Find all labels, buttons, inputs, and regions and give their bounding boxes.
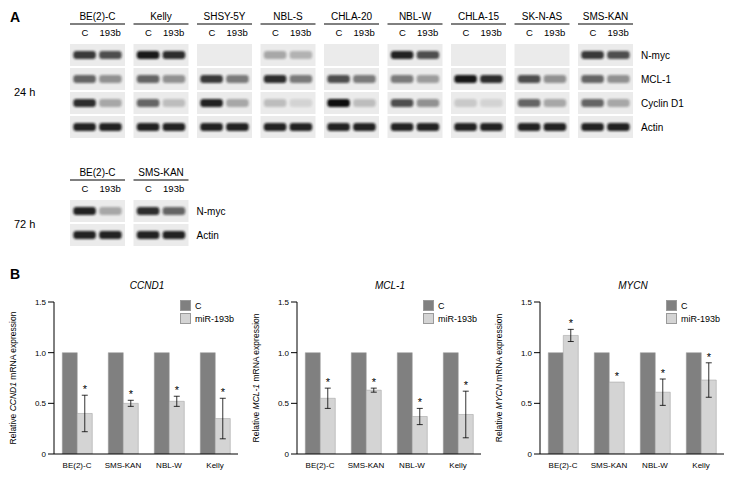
svg-text:193b: 193b: [354, 27, 375, 38]
svg-text:C: C: [589, 27, 596, 38]
svg-text:Relative MYCN mRNA expression: Relative MYCN mRNA expression: [494, 313, 504, 442]
svg-text:BE(2)-C: BE(2)-C: [79, 11, 115, 22]
html-text:miR-193b: miR-193b: [438, 313, 477, 324]
svg-text:0: 0: [528, 450, 533, 459]
svg-text:C: C: [81, 27, 88, 38]
svg-text:C: C: [145, 183, 152, 194]
svg-text:24 h: 24 h: [14, 86, 35, 98]
svg-text:*: *: [83, 383, 88, 395]
svg-text:1.5: 1.5: [35, 298, 47, 307]
svg-text:0.5: 0.5: [521, 399, 533, 408]
svg-text:0.5: 0.5: [278, 399, 290, 408]
svg-text:NBL-W: NBL-W: [399, 11, 432, 22]
svg-text:BE(2)-C: BE(2)-C: [79, 167, 115, 178]
svg-text:193b: 193b: [163, 183, 184, 194]
svg-text:SMS-KAN: SMS-KAN: [138, 167, 184, 178]
svg-text:*: *: [418, 396, 423, 408]
svg-text:Actin: Actin: [641, 122, 663, 133]
svg-text:*: *: [326, 376, 331, 388]
svg-text:72 h: 72 h: [14, 218, 35, 230]
svg-text:SMS-KAN: SMS-KAN: [591, 461, 628, 470]
svg-text:NBL-W: NBL-W: [156, 461, 182, 470]
svg-text:C: C: [145, 27, 152, 38]
svg-text:193b: 193b: [163, 27, 184, 38]
html-text:miR-193b: miR-193b: [195, 313, 234, 324]
svg-text:*: *: [372, 376, 377, 388]
svg-text:0: 0: [42, 450, 47, 459]
svg-text:193b: 193b: [608, 27, 629, 38]
svg-text:BE(2)-C: BE(2)-C: [306, 461, 335, 470]
svg-text:C: C: [462, 27, 469, 38]
svg-text:1.5: 1.5: [521, 298, 533, 307]
svg-text:1.5: 1.5: [278, 298, 290, 307]
svg-text:*: *: [661, 367, 666, 379]
svg-text:C: C: [81, 183, 88, 194]
svg-text:MCL-1: MCL-1: [641, 74, 671, 85]
svg-text:0: 0: [285, 450, 290, 459]
html-text:MCL-1: MCL-1: [375, 280, 405, 291]
svg-text:*: *: [569, 317, 574, 329]
svg-text:*: *: [615, 370, 620, 382]
html-text:B: B: [10, 266, 21, 282]
svg-text:Kelly: Kelly: [150, 11, 172, 22]
svg-text:193b: 193b: [227, 27, 248, 38]
svg-text:*: *: [175, 384, 180, 396]
html-text:C: C: [681, 300, 688, 311]
svg-text:193b: 193b: [290, 27, 311, 38]
svg-text:193b: 193b: [100, 27, 121, 38]
svg-text:SMS-KAN: SMS-KAN: [583, 11, 629, 22]
svg-text:0.5: 0.5: [35, 399, 47, 408]
svg-text:Relative CCND1 mRNA expression: Relative CCND1 mRNA expression: [8, 311, 18, 444]
svg-text:C: C: [399, 27, 406, 38]
svg-text:SHSY-5Y: SHSY-5Y: [204, 11, 246, 22]
svg-text:Cyclin D1: Cyclin D1: [641, 98, 684, 109]
svg-text:CHLA-15: CHLA-15: [458, 11, 500, 22]
svg-text:C: C: [335, 27, 342, 38]
svg-text:BE(2)-C: BE(2)-C: [549, 461, 578, 470]
svg-text:1.0: 1.0: [278, 349, 290, 358]
svg-text:193b: 193b: [100, 183, 121, 194]
svg-text:NBL-W: NBL-W: [399, 461, 425, 470]
svg-text:1.0: 1.0: [521, 349, 533, 358]
html-text:C: C: [438, 300, 445, 311]
svg-text:Kelly: Kelly: [449, 461, 466, 470]
html-text:C: C: [195, 300, 202, 311]
svg-text:NBL-S: NBL-S: [273, 11, 303, 22]
html-text:CCND1: CCND1: [129, 280, 165, 291]
html-text:MYCN: MYCN: [618, 280, 648, 291]
svg-text:CHLA-20: CHLA-20: [331, 11, 373, 22]
svg-text:BE(2)-C: BE(2)-C: [63, 461, 92, 470]
svg-text:SMS-KAN: SMS-KAN: [348, 461, 385, 470]
svg-text:*: *: [464, 379, 469, 391]
svg-text:C: C: [272, 27, 279, 38]
svg-text:193b: 193b: [417, 27, 438, 38]
svg-text:A: A: [10, 9, 20, 25]
svg-text:*: *: [707, 351, 712, 363]
svg-text:Kelly: Kelly: [206, 461, 223, 470]
svg-text:SK-N-AS: SK-N-AS: [522, 11, 563, 22]
svg-text:*: *: [129, 388, 134, 400]
svg-text:C: C: [526, 27, 533, 38]
svg-text:Actin: Actin: [197, 230, 219, 241]
svg-text:Kelly: Kelly: [692, 461, 709, 470]
svg-text:C: C: [208, 27, 215, 38]
svg-text:N-myc: N-myc: [641, 50, 670, 61]
svg-text:193b: 193b: [481, 27, 502, 38]
svg-text:*: *: [221, 386, 226, 398]
svg-text:NBL-W: NBL-W: [642, 461, 668, 470]
svg-text:193b: 193b: [544, 27, 565, 38]
svg-text:1.0: 1.0: [35, 349, 47, 358]
svg-text:N-myc: N-myc: [197, 206, 226, 217]
svg-text:Relative MCL-1 mRNA expression: Relative MCL-1 mRNA expression: [251, 313, 261, 442]
svg-text:SMS-KAN: SMS-KAN: [105, 461, 142, 470]
html-text:miR-193b: miR-193b: [681, 313, 720, 324]
